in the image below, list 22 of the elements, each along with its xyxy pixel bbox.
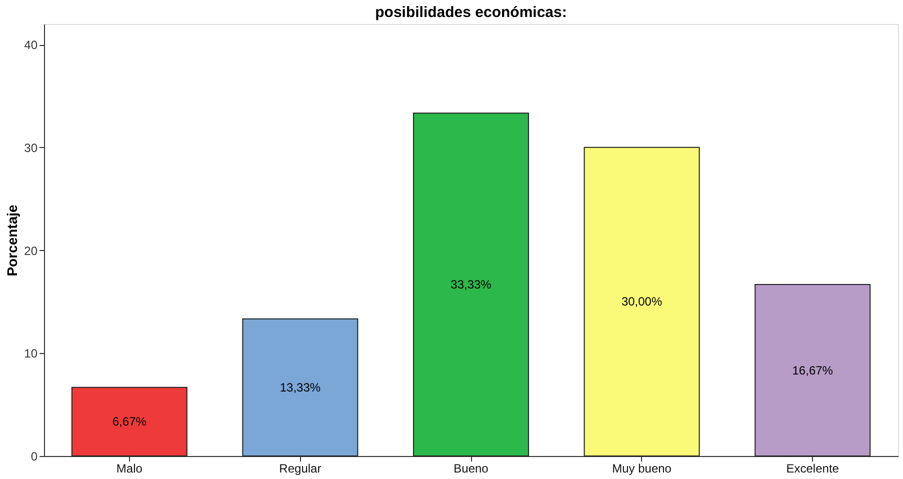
- x-tick-label: Muy bueno: [612, 462, 672, 476]
- x-tick-label: Malo: [116, 462, 143, 476]
- data-label: 33,33%: [450, 278, 492, 292]
- data-label: 16,67%: [792, 363, 834, 378]
- x-tick-label: Bueno: [454, 462, 489, 476]
- chart-title: posibilidades económicas:: [375, 4, 567, 21]
- y-tick-label: 0: [30, 450, 38, 464]
- y-tick-label: 20: [24, 244, 38, 258]
- y-tick-label: 30: [24, 140, 38, 155]
- bar: [754, 284, 871, 456]
- y-axis-title: Porcentaje: [4, 204, 20, 276]
- y-tick-label: 40: [24, 38, 38, 52]
- bar: [242, 318, 358, 456]
- x-tick-label: Regular: [279, 462, 322, 476]
- x-tick-label: Excelente: [786, 462, 840, 476]
- bar: [584, 146, 700, 456]
- data-label: 6,67%: [112, 414, 147, 429]
- bar: [71, 386, 188, 456]
- data-label: 13,33%: [280, 380, 321, 394]
- data-label: 30,00%: [621, 294, 662, 309]
- y-tick-label: 10: [24, 346, 38, 361]
- bar: [413, 112, 529, 456]
